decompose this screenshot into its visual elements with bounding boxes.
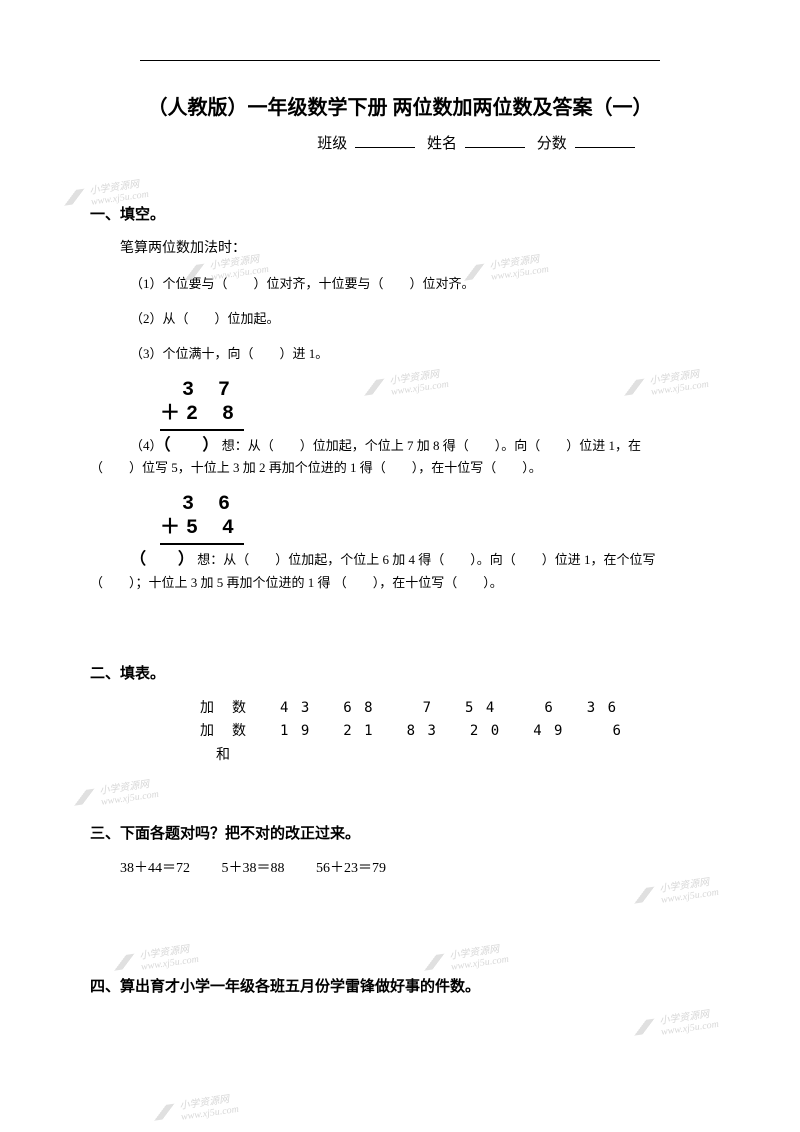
question-1-5: （ ） 想：从（ ）位加起，个位上 6 加 4 得（ ）。向（ ）位进 1，在个… (90, 547, 710, 593)
equation-list: 38＋44＝72 5＋38＝88 56＋23＝79 (90, 857, 710, 877)
section-4-head: 四、算出育才小学一年级各班五月份学雷锋做好事的件数。 (90, 975, 710, 996)
header-rule (140, 60, 660, 61)
calc-top: 3 7 (160, 379, 710, 403)
student-info-line: 班级 姓名 分数 (90, 132, 710, 153)
worksheet-title: （人教版）一年级数学下册 两位数加两位数及答案（一） (90, 91, 710, 120)
score-blank[interactable] (575, 133, 635, 148)
vertical-addition-1: 3 7 ＋2 8 (90, 379, 710, 431)
equation-2: 5＋38＝88 (222, 857, 285, 877)
name-label: 姓名 (427, 136, 457, 152)
section-1-head: 一、填空。 (90, 203, 710, 224)
question-1-3: （3）个位满十，向（ ）进 1。 (90, 344, 710, 365)
section-2-head: 二、填表。 (90, 662, 710, 683)
section-3-head: 三、下面各题对吗？把不对的改正过来。 (90, 822, 710, 843)
class-label: 班级 (317, 136, 347, 152)
equation-3: 56＋23＝79 (316, 857, 386, 877)
equation-1: 38＋44＝72 (120, 857, 190, 877)
name-blank[interactable] (465, 133, 525, 148)
score-label: 分数 (537, 136, 567, 152)
question-1-2: （2）从（ ）位加起。 (90, 309, 710, 330)
watermark: 小学资源网www.xj5u.com (629, 1004, 720, 1042)
question-1-4: （4）（ ） 想：从（ ）位加起，个位上 7 加 8 得（ ）。向（ ）位进 1… (90, 433, 710, 479)
question-1-1: （1）个位要与（ ）位对齐，十位要与（ ）位对齐。 (90, 274, 710, 295)
section-1-intro: 笔算两位数加法时： (90, 238, 710, 260)
calc-add-line: ＋2 8 (160, 403, 244, 431)
calc-add-line: ＋5 4 (160, 517, 244, 545)
calc-top: 3 6 (160, 493, 710, 517)
class-blank[interactable] (355, 133, 415, 148)
addition-table: 加 数 4 3 6 8 7 5 4 6 3 6 加 数 1 9 2 1 8 3 … (90, 697, 710, 768)
watermark: 小学资源网www.xj5u.com (149, 1089, 240, 1127)
vertical-addition-2: 3 6 ＋5 4 (90, 493, 710, 545)
